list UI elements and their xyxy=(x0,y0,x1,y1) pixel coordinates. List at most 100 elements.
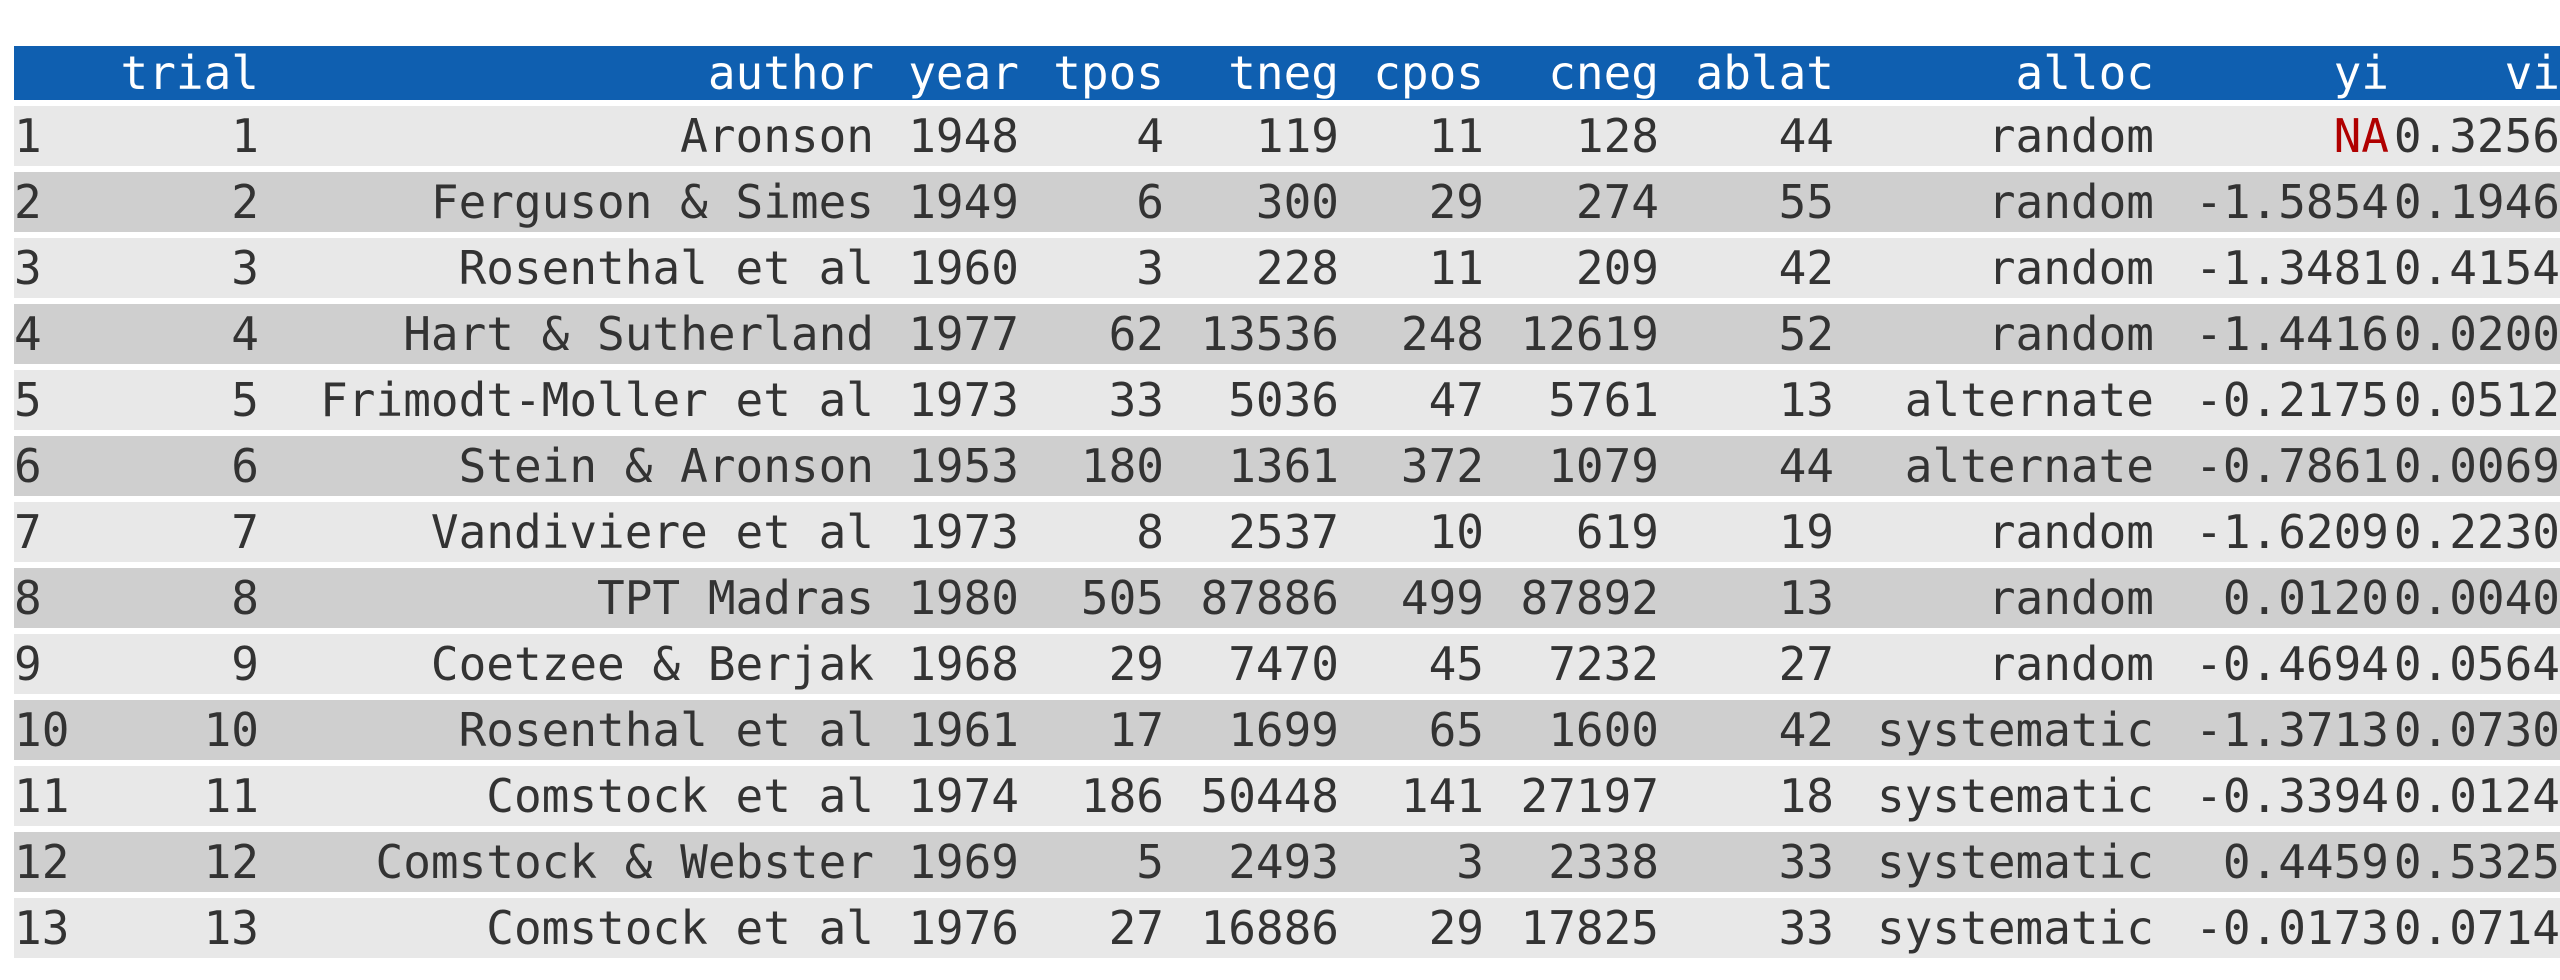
cell-trial: 4 xyxy=(99,304,259,364)
cell-alloc: systematic xyxy=(1834,766,2154,826)
cell-author: Aronson xyxy=(259,106,874,166)
cell-cpos: 11 xyxy=(1339,238,1484,298)
table-row: 8 8 TPT Madras 1980 505 87886 499 87892 13 random… xyxy=(14,568,2560,628)
cell-cneg: 17825 xyxy=(1484,898,1659,958)
cell-tneg: 13536 xyxy=(1164,304,1339,364)
cell-cpos: 3 xyxy=(1339,832,1484,892)
table-row: 5 5 Frimodt-Moller et al 1973 33 5036 47 5761 13… xyxy=(14,370,2560,430)
table-row: 13 13 Comstock et al 1976 27 16886 29 17825 33 sy… xyxy=(14,898,2560,958)
cell-author: Frimodt-Moller et al xyxy=(259,370,874,430)
cell-yi: -0.4694 xyxy=(2154,634,2389,694)
cell-ablat: 13 xyxy=(1659,370,1834,430)
table-row: 6 6 Stein & Aronson 1953 180 1361 372 1079 44 alt… xyxy=(14,436,2560,496)
cell-author: Rosenthal et al xyxy=(259,238,874,298)
cell-ablat: 13 xyxy=(1659,568,1834,628)
cell-tpos: 29 xyxy=(1019,634,1164,694)
cell-tneg: 300 xyxy=(1164,172,1339,232)
cell-year: 1948 xyxy=(874,106,1019,166)
cell-vi: 0.3256 xyxy=(2389,106,2560,166)
cell-cneg: 5761 xyxy=(1484,370,1659,430)
cell-alloc: systematic xyxy=(1834,700,2154,760)
cell-year: 1961 xyxy=(874,700,1019,760)
cell-row-index: 2 xyxy=(14,172,99,232)
column-header-author: author xyxy=(259,46,874,100)
column-header-yi: yi xyxy=(2154,46,2389,100)
cell-vi: 0.0730 xyxy=(2389,700,2560,760)
cell-ablat: 33 xyxy=(1659,898,1834,958)
cell-trial: 3 xyxy=(99,238,259,298)
cell-trial: 12 xyxy=(99,832,259,892)
cell-year: 1977 xyxy=(874,304,1019,364)
cell-vi: 0.0069 xyxy=(2389,436,2560,496)
cell-yi: -1.3481 xyxy=(2154,238,2389,298)
cell-author: Ferguson & Simes xyxy=(259,172,874,232)
cell-cneg: 87892 xyxy=(1484,568,1659,628)
cell-vi: 0.0040 xyxy=(2389,568,2560,628)
cell-author: Rosenthal et al xyxy=(259,700,874,760)
cell-year: 1974 xyxy=(874,766,1019,826)
cell-row-index: 10 xyxy=(14,700,99,760)
cell-tneg: 228 xyxy=(1164,238,1339,298)
cell-tneg: 2493 xyxy=(1164,832,1339,892)
cell-yi: -0.7861 xyxy=(2154,436,2389,496)
cell-year: 1973 xyxy=(874,502,1019,562)
cell-cneg: 274 xyxy=(1484,172,1659,232)
cell-row-index: 11 xyxy=(14,766,99,826)
cell-row-index: 8 xyxy=(14,568,99,628)
cell-row-index: 4 xyxy=(14,304,99,364)
cell-cpos: 29 xyxy=(1339,898,1484,958)
cell-alloc: systematic xyxy=(1834,898,2154,958)
header-row: trial author year tpos tneg cpos cneg ablat allo… xyxy=(14,46,2560,100)
cell-tpos: 180 xyxy=(1019,436,1164,496)
cell-row-index: 6 xyxy=(14,436,99,496)
cell-cpos: 248 xyxy=(1339,304,1484,364)
table-body: 1 1 Aronson 1948 4 119 11 128 44 random NA 0.3256 2 2… xyxy=(14,106,2560,958)
cell-tpos: 505 xyxy=(1019,568,1164,628)
cell-tneg: 119 xyxy=(1164,106,1339,166)
cell-author: TPT Madras xyxy=(259,568,874,628)
cell-trial: 2 xyxy=(99,172,259,232)
cell-cpos: 45 xyxy=(1339,634,1484,694)
cell-row-index: 12 xyxy=(14,832,99,892)
cell-author: Vandiviere et al xyxy=(259,502,874,562)
table-row: 10 10 Rosenthal et al 1961 17 1699 65 1600 42 sys… xyxy=(14,700,2560,760)
cell-alloc: random xyxy=(1834,502,2154,562)
cell-trial: 7 xyxy=(99,502,259,562)
column-header-cpos: cpos xyxy=(1339,46,1484,100)
data-table: trial author year tpos tneg cpos cneg ablat allo… xyxy=(14,40,2560,964)
cell-alloc: random xyxy=(1834,172,2154,232)
cell-yi: 0.4459 xyxy=(2154,832,2389,892)
cell-yi: 0.0120 xyxy=(2154,568,2389,628)
cell-yi: -0.2175 xyxy=(2154,370,2389,430)
cell-year: 1953 xyxy=(874,436,1019,496)
cell-cneg: 27197 xyxy=(1484,766,1659,826)
cell-cneg: 7232 xyxy=(1484,634,1659,694)
cell-tneg: 7470 xyxy=(1164,634,1339,694)
cell-trial: 10 xyxy=(99,700,259,760)
cell-yi: -0.0173 xyxy=(2154,898,2389,958)
column-header-vi: vi xyxy=(2389,46,2560,100)
cell-year: 1969 xyxy=(874,832,1019,892)
cell-vi: 0.0124 xyxy=(2389,766,2560,826)
cell-year: 1949 xyxy=(874,172,1019,232)
column-header-trial: trial xyxy=(99,46,259,100)
cell-ablat: 52 xyxy=(1659,304,1834,364)
cell-row-index: 7 xyxy=(14,502,99,562)
cell-ablat: 55 xyxy=(1659,172,1834,232)
cell-cneg: 12619 xyxy=(1484,304,1659,364)
cell-tpos: 6 xyxy=(1019,172,1164,232)
cell-alloc: random xyxy=(1834,304,2154,364)
table-row: 3 3 Rosenthal et al 1960 3 228 11 209 42 random -1… xyxy=(14,238,2560,298)
column-header-alloc: alloc xyxy=(1834,46,2154,100)
cell-cpos: 65 xyxy=(1339,700,1484,760)
cell-cneg: 619 xyxy=(1484,502,1659,562)
cell-year: 1980 xyxy=(874,568,1019,628)
cell-cneg: 128 xyxy=(1484,106,1659,166)
cell-ablat: 42 xyxy=(1659,238,1834,298)
table-row: 9 9 Coetzee & Berjak 1968 29 7470 45 7232 27 rand… xyxy=(14,634,2560,694)
cell-alloc: alternate xyxy=(1834,436,2154,496)
cell-yi: -1.3713 xyxy=(2154,700,2389,760)
table-row: 1 1 Aronson 1948 4 119 11 128 44 random NA 0.3256 xyxy=(14,106,2560,166)
cell-trial: 8 xyxy=(99,568,259,628)
cell-vi: 0.5325 xyxy=(2389,832,2560,892)
